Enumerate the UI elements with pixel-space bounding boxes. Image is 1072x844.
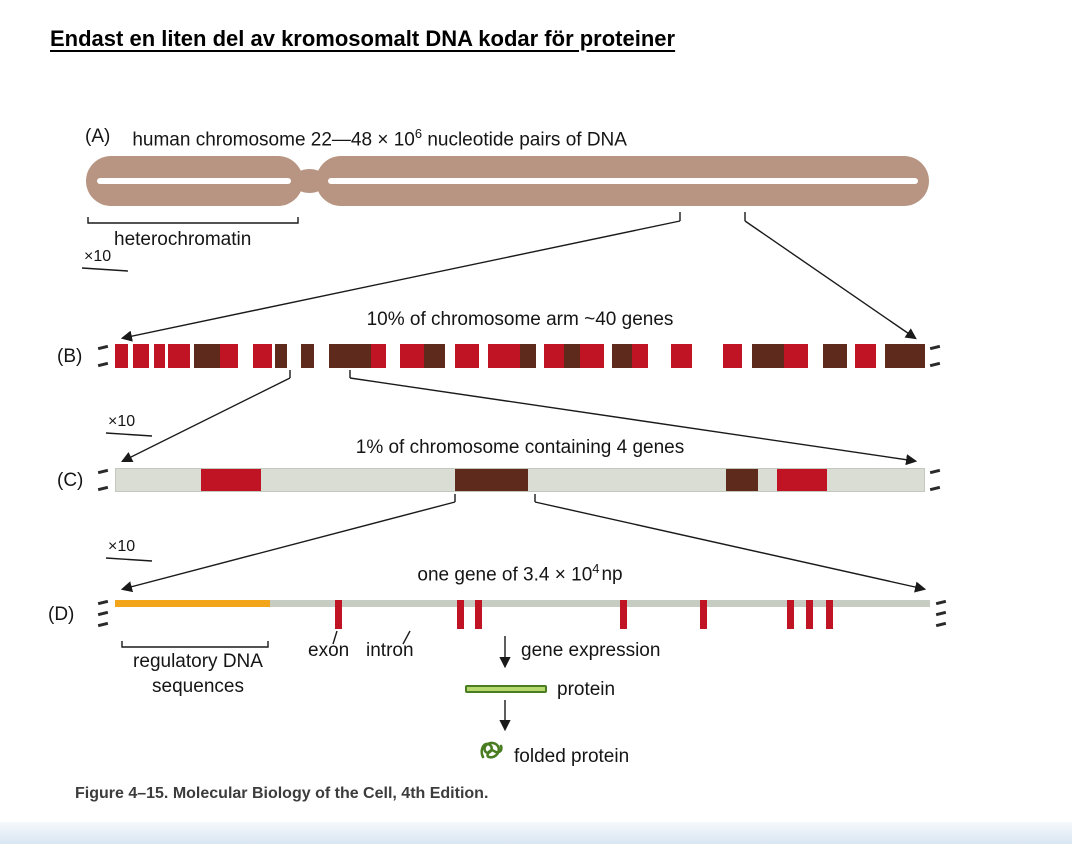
continuation-dash <box>929 344 941 351</box>
brown-gene-segment <box>301 344 315 368</box>
red-gene-segment <box>252 344 273 368</box>
zoom-x10-label-b-c: ×10 <box>108 413 136 430</box>
brown-gene-segment <box>884 344 925 368</box>
panel-b-heading: 10% of chromosome arm ~40 genes <box>366 309 674 330</box>
panel-a-heading-text: human chromosome 22—48 × 106 nucleotide … <box>132 126 627 151</box>
brown-gene-segment <box>275 344 287 368</box>
continuation-dash <box>97 468 109 475</box>
chromatid-groove-right <box>328 178 918 184</box>
exon-tick <box>475 600 483 629</box>
slide-footer-band <box>0 822 1072 844</box>
exponent: 6 <box>414 126 423 141</box>
continuation-dash <box>97 361 109 368</box>
brown-gene-segment <box>751 344 785 368</box>
red-gene-segment <box>487 344 520 368</box>
panel-b-chromosome-arm-bar <box>115 344 925 368</box>
red-gene-segment <box>722 344 742 368</box>
protein-bar <box>465 685 547 693</box>
panel-d-gene-diagram <box>115 600 930 629</box>
continuation-dash <box>929 361 941 368</box>
continuation-dash <box>97 621 109 628</box>
brown-gene-segment <box>563 344 580 368</box>
exon-tick <box>786 600 794 629</box>
zoom-x10-label-a-b: ×10 <box>84 248 112 265</box>
regulatory-bracket <box>121 641 269 648</box>
exon-ticks-layer <box>115 600 930 629</box>
red-gene-segment <box>855 344 877 368</box>
gene-strand-line <box>115 600 930 607</box>
regulatory-region <box>115 600 270 607</box>
red-gene-segment <box>776 469 828 491</box>
protein-label: protein <box>557 679 616 700</box>
chromatid-groove-left <box>97 178 291 184</box>
zoom-x10-label-c-d: ×10 <box>108 538 136 555</box>
exon-tick <box>806 600 814 629</box>
intron-label: intron <box>366 640 414 661</box>
panel-b-label: (B) <box>57 346 83 367</box>
brown-gene-segment <box>328 344 371 368</box>
brown-gene-segment <box>424 344 446 368</box>
panel-d-heading: one gene of 3.4 × 104 np <box>417 561 623 586</box>
panel-c-heading: 1% of chromosome containing 4 genes <box>355 437 685 458</box>
red-gene-segment <box>544 344 564 368</box>
continuation-dash <box>929 485 941 492</box>
continuation-dash <box>935 621 947 628</box>
brown-gene-segment <box>194 344 221 368</box>
continuation-dash <box>97 485 109 492</box>
panel-a-heading: (A) human chromosome 22—48 × 106 nucleot… <box>85 126 627 151</box>
exon-label: exon <box>308 640 350 661</box>
red-gene-segment <box>370 344 386 368</box>
continuation-dash <box>935 610 947 617</box>
regulatory-dna-label: regulatory DNA sequences <box>133 651 263 697</box>
gene-expression-label: gene expression <box>521 640 661 661</box>
red-gene-segment <box>220 344 239 368</box>
brown-gene-segment <box>520 344 537 368</box>
chromosome-illustration <box>86 156 929 206</box>
red-gene-segment <box>784 344 809 368</box>
heterochromatin-label: heterochromatin <box>114 229 252 250</box>
exon-tick <box>700 600 708 629</box>
continuation-dash <box>935 599 947 606</box>
panel-c-label: (C) <box>57 470 84 491</box>
exon-tick <box>335 600 343 629</box>
exon-tick <box>825 600 833 629</box>
exponent: 4 <box>592 561 600 576</box>
red-gene-segment <box>132 344 149 368</box>
continuation-dash <box>97 599 109 606</box>
red-gene-segment <box>115 344 128 368</box>
red-gene-segment <box>168 344 190 368</box>
continuation-dash <box>929 468 941 475</box>
red-gene-segment <box>631 344 648 368</box>
red-gene-segment <box>455 344 480 368</box>
brown-gene-segment <box>612 344 632 368</box>
red-gene-segment <box>400 344 425 368</box>
slide-title: Endast en liten del av kromosomalt DNA k… <box>50 26 676 51</box>
folded-protein-icon <box>480 741 503 759</box>
red-gene-segment <box>153 344 166 368</box>
brown-gene-segment <box>822 344 848 368</box>
panel-c-chromosome-segment-bar <box>115 468 925 492</box>
red-gene-segment <box>670 344 692 368</box>
panel-a-label: (A) <box>85 126 111 147</box>
folded-protein-label: folded protein <box>514 746 630 767</box>
figure-caption: Figure 4–15. Molecular Biology of the Ce… <box>75 785 489 802</box>
continuation-dash <box>97 344 109 351</box>
red-gene-segment <box>200 469 262 491</box>
heterochromatin-bracket <box>87 217 299 224</box>
brown-gene-segment <box>726 469 759 491</box>
red-gene-segment <box>579 344 605 368</box>
exon-tick <box>457 600 465 629</box>
brown-gene-segment <box>455 469 529 491</box>
centromere <box>292 169 327 193</box>
panel-d-label: (D) <box>48 604 75 625</box>
exon-tick <box>620 600 628 629</box>
continuation-dash <box>97 610 109 617</box>
